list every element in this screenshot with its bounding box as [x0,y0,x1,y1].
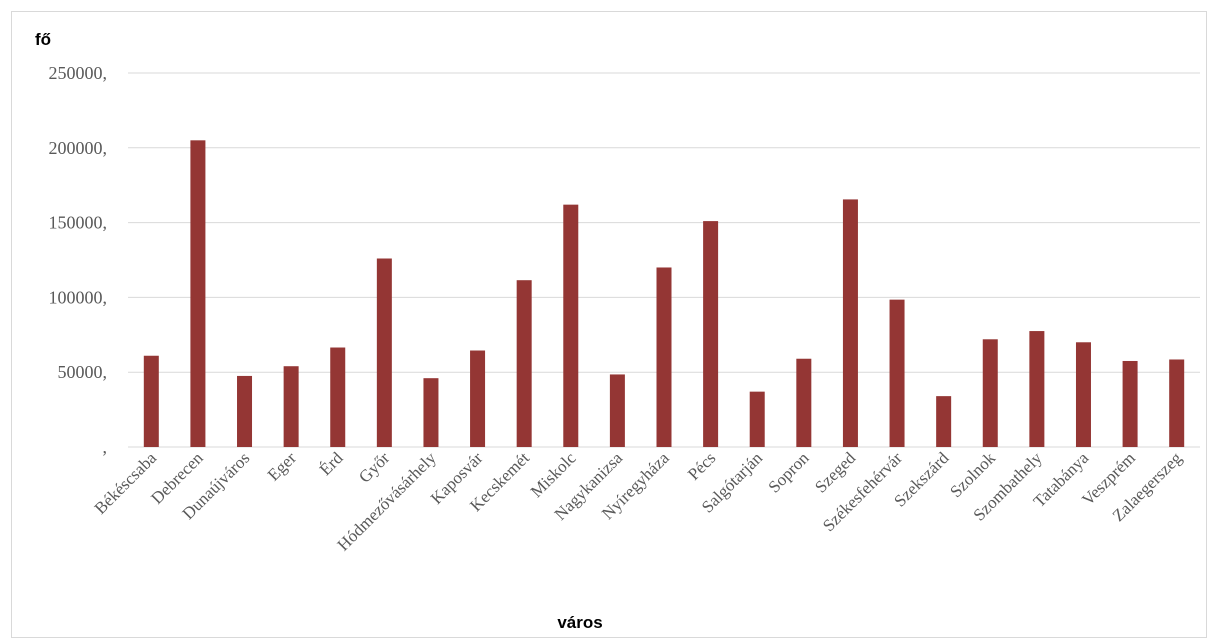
bar [563,204,579,447]
y-tick-label: 50000, [58,362,108,382]
bar [1122,360,1138,447]
bar [330,347,346,447]
bar [1029,331,1045,447]
chart-frame [11,11,1207,638]
bar [283,366,299,447]
bar [376,258,392,447]
bar [516,280,532,447]
bar [982,339,998,447]
y-axis-title: fő [35,30,51,49]
y-tick-label: , [103,437,108,457]
x-axis-title: város [557,613,602,632]
y-tick-label: 100000, [49,287,108,307]
x-tick-label: Győr [355,448,393,486]
bar [703,221,719,447]
bar [143,355,159,447]
x-tick-label: Békéscsaba [91,448,161,518]
bar [470,350,486,447]
bar [656,267,672,447]
y-tick-label: 250000, [49,63,108,83]
bar [889,299,905,447]
bar [423,378,439,447]
x-tick-label: Pécs [684,448,719,483]
bar [190,140,206,447]
x-tick-label: Érd [316,448,347,479]
y-tick-label: 150000, [49,213,108,233]
y-tick-label: 200000, [49,138,108,158]
bar [936,396,952,447]
x-tick-label: Sopron [764,448,813,497]
bar [1075,342,1091,447]
x-tick-label: Eger [264,448,300,484]
bar [842,199,858,447]
bar [749,391,765,447]
bar [609,374,625,447]
bar [1169,359,1185,447]
bar [237,375,253,447]
bar [796,358,812,447]
